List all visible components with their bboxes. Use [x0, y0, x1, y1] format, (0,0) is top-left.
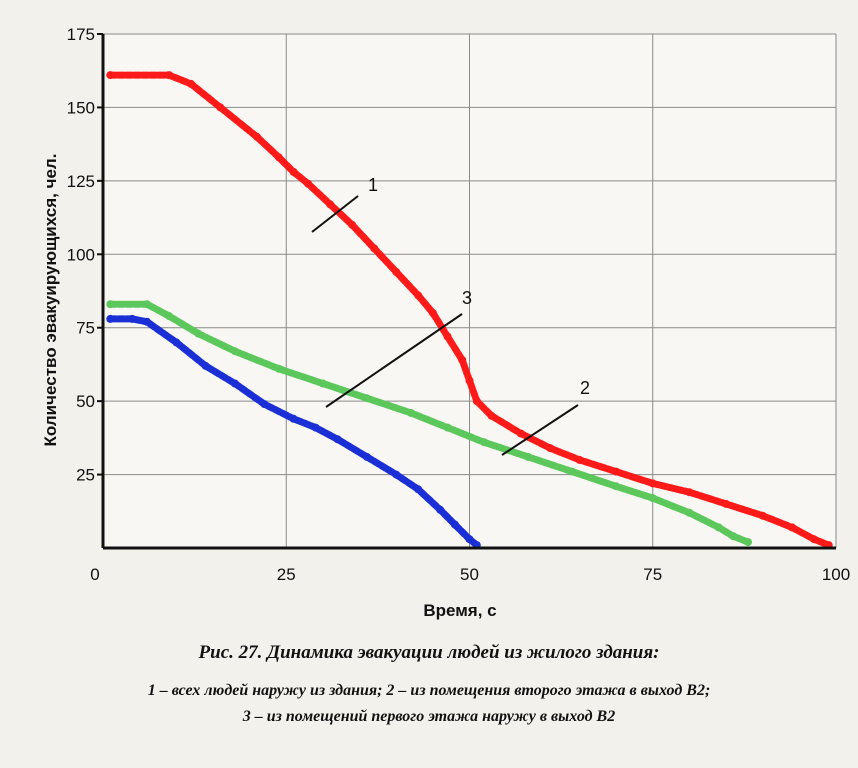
- series-3: [106, 314, 481, 550]
- data-point-2: [106, 300, 115, 309]
- data-point-1: [443, 332, 452, 341]
- y-tick-label: 100: [67, 245, 95, 264]
- data-point-1: [414, 291, 423, 300]
- data-point-3: [260, 400, 269, 409]
- chart-axes: [97, 33, 836, 550]
- data-point-3: [392, 470, 401, 479]
- data-point-1: [106, 71, 115, 80]
- data-point-3: [333, 435, 342, 444]
- data-point-1: [685, 488, 694, 497]
- data-point-1: [722, 499, 730, 508]
- series-1: [106, 71, 833, 550]
- x-tick-label: 100: [822, 565, 850, 584]
- data-point-1: [289, 168, 298, 176]
- y-axis-title: Количество эвакуирующихся, чел.: [41, 154, 60, 447]
- data-point-1: [428, 309, 437, 317]
- data-point-3: [465, 535, 474, 544]
- callout-leader-1: [311, 195, 359, 233]
- data-point-3: [311, 423, 320, 432]
- y-tick-label: 175: [67, 25, 95, 44]
- data-point-1: [575, 455, 584, 464]
- data-point-3: [172, 338, 181, 347]
- figure-caption-line-2: 3 – из помещений первого этажа наружу в …: [242, 708, 616, 725]
- data-point-1: [472, 397, 481, 406]
- data-point-1: [274, 153, 283, 162]
- data-point-1: [348, 220, 357, 229]
- y-tick-label: 50: [76, 392, 95, 411]
- data-point-3: [450, 520, 459, 529]
- callout-leader-3: [325, 313, 463, 408]
- x-tick-label: 75: [643, 565, 662, 584]
- callout-label-1: 1: [368, 175, 378, 195]
- data-point-3: [128, 314, 137, 323]
- data-point-2: [648, 494, 657, 503]
- evacuation-chart: 0 25 50 75 100 25 50 75 100 125 150 175 Количество …: [41, 25, 851, 620]
- data-point-1: [458, 356, 467, 364]
- data-point-2: [443, 423, 452, 432]
- data-point-3: [201, 361, 210, 370]
- data-point-3: [436, 505, 445, 514]
- callout-leader-2: [501, 404, 579, 456]
- figure-caption-title: Рис. 27. Динамика эвакуации людей из жил…: [198, 642, 660, 663]
- x-tick-label: 0: [90, 565, 99, 584]
- data-point-1: [758, 511, 767, 520]
- data-point-1: [648, 479, 657, 488]
- data-point-3: [414, 485, 423, 494]
- data-point-2: [714, 523, 723, 532]
- data-point-3: [289, 414, 298, 423]
- x-tick-label: 50: [460, 565, 479, 584]
- y-tick-label: 125: [67, 172, 95, 191]
- y-tick-label: 25: [76, 466, 95, 485]
- data-point-2: [744, 538, 752, 547]
- data-point-2: [568, 467, 577, 476]
- y-tick-label: 150: [67, 98, 95, 117]
- data-point-2: [524, 452, 533, 461]
- data-point-2: [685, 508, 694, 517]
- data-point-1: [370, 244, 379, 253]
- data-point-1: [516, 429, 525, 438]
- data-point-2: [729, 532, 738, 541]
- chart-series: [106, 71, 833, 550]
- data-point-1: [187, 79, 195, 88]
- data-point-1: [465, 376, 474, 385]
- data-point-2: [194, 329, 203, 338]
- data-point-1: [326, 200, 335, 209]
- data-point-1: [165, 71, 173, 80]
- data-point-2: [165, 312, 173, 320]
- data-point-1: [788, 523, 796, 532]
- data-point-1: [252, 132, 261, 141]
- data-point-1: [612, 467, 621, 476]
- chart-grid: [103, 33, 837, 548]
- x-axis-title: Время, с: [423, 601, 496, 620]
- data-point-2: [318, 379, 327, 388]
- data-point-2: [362, 394, 371, 403]
- data-point-2: [480, 438, 489, 447]
- data-point-3: [106, 314, 115, 323]
- data-point-3: [143, 317, 151, 326]
- callout-label-3: 3: [462, 288, 472, 308]
- series-line-1: [106, 71, 833, 549]
- callout-label-2: 2: [580, 378, 590, 398]
- chart-tick-labels: 0 25 50 75 100 25 50 75 100 125 150 175: [67, 25, 851, 584]
- data-point-1: [810, 535, 818, 544]
- data-point-2: [230, 347, 239, 356]
- series-2: [106, 300, 752, 547]
- data-point-3: [362, 452, 371, 461]
- data-point-2: [274, 364, 283, 373]
- series-callouts: 1 3 2: [311, 175, 590, 456]
- data-point-1: [216, 103, 225, 112]
- data-point-1: [304, 179, 313, 188]
- data-point-2: [143, 300, 151, 309]
- x-tick-label: 25: [277, 565, 296, 584]
- data-point-2: [612, 482, 621, 491]
- data-point-3: [230, 379, 239, 388]
- data-point-1: [487, 411, 496, 420]
- y-tick-label: 75: [76, 319, 95, 338]
- figure-caption-line-1: 1 – всех людей наружу из здания; 2 – из …: [147, 682, 711, 699]
- data-point-1: [546, 444, 555, 453]
- data-point-2: [406, 408, 415, 417]
- data-point-1: [392, 267, 401, 276]
